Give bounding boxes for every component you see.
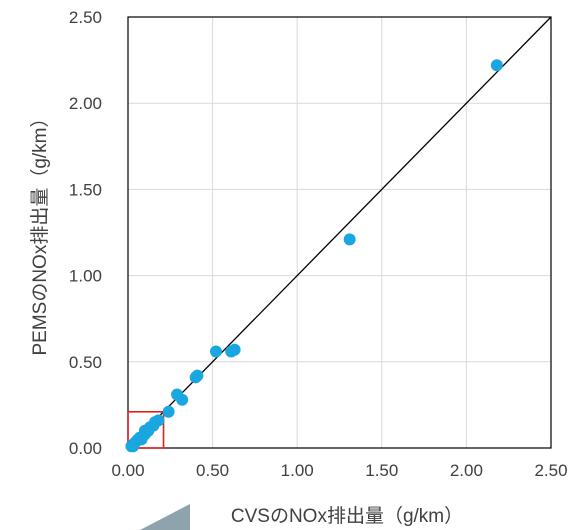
- x-axis-title: CVSのNOx排出量（g/km）: [231, 505, 463, 527]
- decorative-arrow-shape: [140, 504, 190, 530]
- y-axis-ticks: 0.00 0.50 1.00 1.50 2.00 2.50: [69, 8, 102, 458]
- reference-line: [132, 16, 552, 444]
- x-tick-label: 0.50: [196, 461, 229, 480]
- data-point: [162, 405, 175, 418]
- x-axis-ticks: 0.00 0.50 1.00 1.50 2.00 2.50: [111, 461, 567, 480]
- y-tick-label: 0.50: [69, 353, 102, 372]
- plot-area-frame: [127, 16, 552, 449]
- data-point: [490, 59, 503, 72]
- x-tick-label: 1.00: [281, 461, 314, 480]
- x-tick-label: 2.00: [450, 461, 483, 480]
- x-tick-label: 0.00: [111, 461, 144, 480]
- data-point: [176, 393, 189, 406]
- y-tick-label: 1.50: [69, 180, 102, 199]
- data-point: [209, 345, 222, 358]
- data-point: [152, 414, 165, 427]
- data-point: [228, 343, 241, 356]
- data-points: [125, 59, 503, 453]
- y-axis-title: PEMSのNOx排出量（g/km）: [29, 108, 51, 355]
- y-tick-label: 0.00: [69, 439, 102, 458]
- x-tick-label: 2.50: [534, 461, 567, 480]
- data-point: [343, 233, 356, 246]
- y-tick-label: 2.50: [69, 8, 102, 27]
- y-tick-label: 1.00: [69, 267, 102, 286]
- x-tick-label: 1.50: [365, 461, 398, 480]
- y-tick-label: 2.00: [69, 94, 102, 113]
- data-point: [189, 371, 202, 384]
- highlight-box: [127, 410, 165, 449]
